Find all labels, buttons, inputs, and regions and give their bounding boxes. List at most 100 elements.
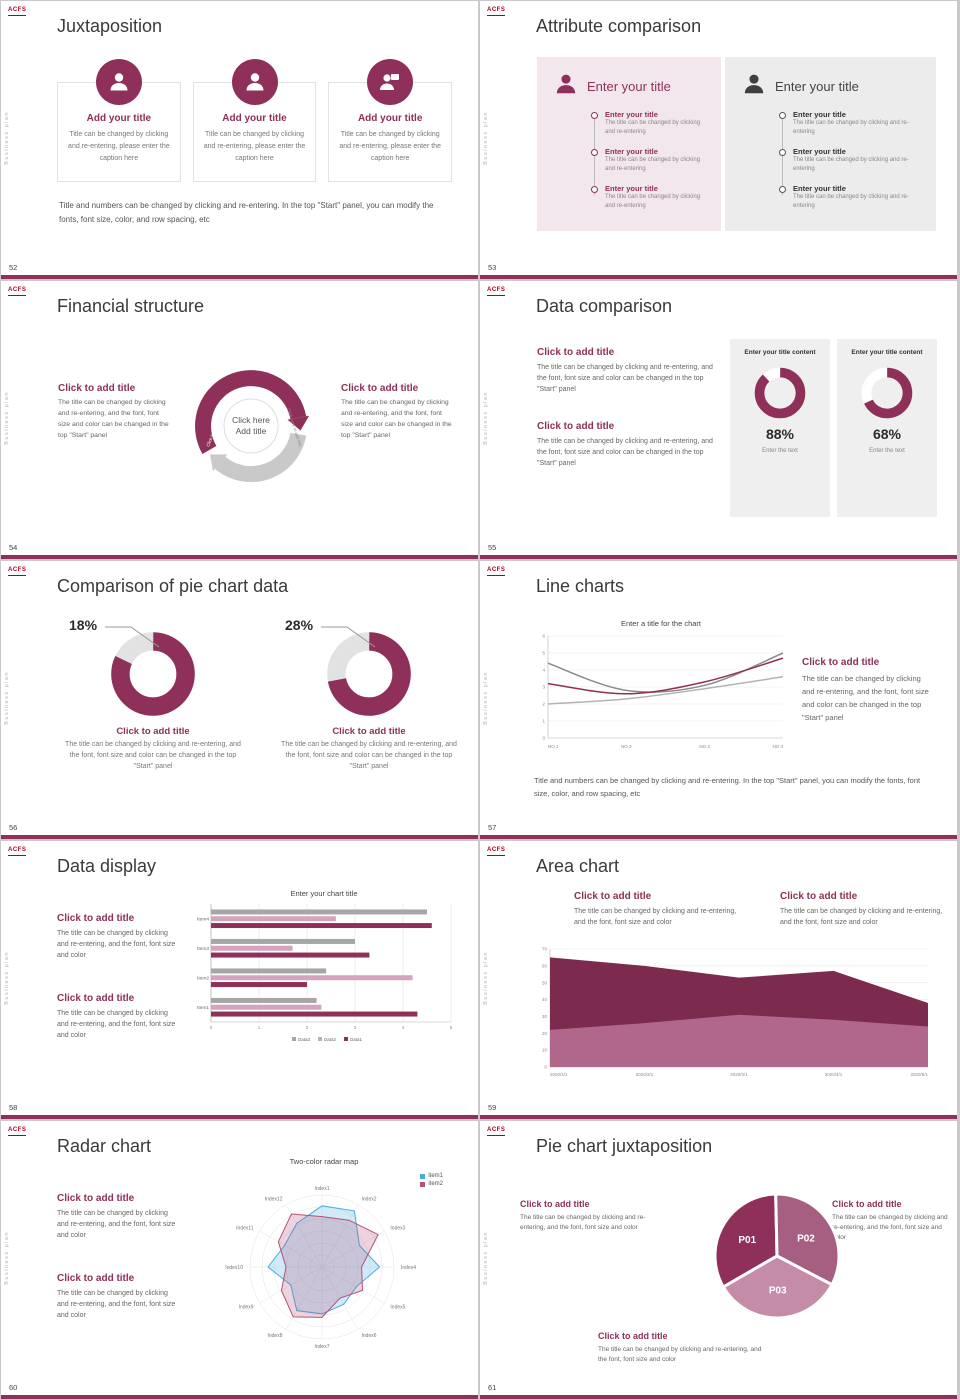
feature-card: Add your title Title can be changed by c… <box>57 59 181 182</box>
block-body: The title can be changed by clicking and… <box>57 1290 176 1320</box>
slide-60[interactable]: ACFS Business plan Radar chart Click to … <box>1 1121 478 1399</box>
radar-chart: Index1 Index2 Index3 Index4 Index5 Index6 Inde… <box>197 1168 451 1363</box>
svg-text:6: 6 <box>542 634 545 639</box>
svg-text:Index12: Index12 <box>265 1196 283 1202</box>
panel-title: Enter your title <box>775 79 859 94</box>
svg-text:P02: P02 <box>797 1234 815 1245</box>
text-block: Click to add title The title can be chan… <box>537 421 715 470</box>
footer-bar <box>480 1115 957 1119</box>
item-caption: The title can be changed by clicking and… <box>605 120 701 135</box>
text-block-left: Click to add title The title can be chan… <box>520 1199 652 1233</box>
svg-text:P03: P03 <box>769 1286 787 1297</box>
slide-58[interactable]: ACFS Business plan Data display Click to… <box>1 841 478 1119</box>
slide-52[interactable]: ACFS Business plan Juxtaposition Add you… <box>1 1 478 279</box>
svg-text:40: 40 <box>542 997 548 1002</box>
logo: ACFS <box>8 566 27 576</box>
timeline-list: Enter your title The title can be change… <box>779 110 926 211</box>
svg-text:2: 2 <box>542 702 545 707</box>
block-body: The title can be changed by clicking and… <box>574 908 737 927</box>
list-item: Enter your title The title can be change… <box>779 110 926 137</box>
block-body: The title can be changed by clicking and… <box>57 930 176 960</box>
block-body: The title can be changed by clicking and… <box>832 1214 948 1242</box>
block-title: Click to add title <box>57 1273 135 1284</box>
slide-59[interactable]: ACFS Business plan Area chart Click to a… <box>480 841 957 1119</box>
svg-text:Item2: Item2 <box>197 975 209 981</box>
footer-bar <box>480 835 957 839</box>
bar-chart-area: Enter your chart title 0 1 2 3 4 5 Item1 Item2 I… <box>187 889 461 1049</box>
item-title: Enter your title <box>793 110 846 119</box>
svg-text:5: 5 <box>542 651 545 656</box>
block-body: The title can be changed by clicking and… <box>537 364 713 394</box>
svg-text:2: 2 <box>306 1025 309 1030</box>
radar-chart-area: Two-color radar map item1 item2 Index1 In… <box>197 1157 451 1363</box>
svg-text:Item4: Item4 <box>197 916 209 922</box>
page-title: Juxtaposition <box>57 16 163 36</box>
feature-columns: Add your title Title can be changed by c… <box>57 59 453 182</box>
block-body: The title can be changed by clicking and… <box>57 1010 176 1040</box>
percent-value: 68% <box>872 426 902 442</box>
slide-54[interactable]: ACFS Business plan Financial structure C… <box>1 281 478 559</box>
slide-57[interactable]: ACFS Business plan Line charts Enter a t… <box>480 561 957 839</box>
block-body: The title can be changed by clicking and… <box>281 741 457 770</box>
legend-item: item2 <box>420 1181 443 1187</box>
line-chart-area: Enter a title for the chart 0 1 2 3 4 5 6 NO.1 N… <box>532 619 790 757</box>
item-title: Enter your title <box>605 184 658 193</box>
svg-text:10: 10 <box>542 1048 548 1053</box>
logo: ACFS <box>487 6 506 16</box>
page-title: Financial structure <box>57 296 205 316</box>
legend-swatch <box>420 1181 426 1187</box>
percent-value: 88% <box>765 426 795 442</box>
diagram-center-line1: Click here <box>232 415 270 425</box>
svg-text:5: 5 <box>450 1025 453 1030</box>
svg-text:Index10: Index10 <box>225 1265 243 1271</box>
block-body: The title can be changed by clicking and… <box>58 399 169 439</box>
logo: ACFS <box>8 6 27 16</box>
slide-55[interactable]: ACFS Business plan Data comparison Click… <box>480 281 957 559</box>
page-title: Line charts <box>536 576 625 596</box>
block-body: The title can be changed by clicking and… <box>520 1214 646 1232</box>
legend-label: item2 <box>428 1181 443 1187</box>
page-number: 54 <box>9 543 18 552</box>
card-title: Enter your title content <box>851 349 923 356</box>
block-body: The title can be changed by clicking and… <box>341 399 452 439</box>
logo: ACFS <box>487 846 506 856</box>
page-title: Attribute comparison <box>536 16 702 36</box>
page-title: Data comparison <box>536 296 673 316</box>
footer-bar <box>1 555 478 559</box>
item-caption: The title can be changed by clicking and… <box>793 120 909 135</box>
chart-title: Enter a title for the chart <box>620 619 702 628</box>
slide-56[interactable]: ACFS Business plan Comparison of pie cha… <box>1 561 478 839</box>
block-title: Click to add title <box>116 726 190 737</box>
svg-text:Index4: Index4 <box>401 1265 416 1271</box>
svg-text:Index8: Index8 <box>267 1333 282 1339</box>
item-caption: The title can be changed by clicking and… <box>793 194 909 209</box>
block-title: Click to add title <box>802 657 880 668</box>
page-title: Data display <box>57 856 157 876</box>
slide-61[interactable]: ACFS Business plan Pie chart juxtapositi… <box>480 1121 957 1399</box>
svg-text:50: 50 <box>542 980 548 985</box>
list-item: Enter your title The title can be change… <box>591 147 711 174</box>
side-caption: Business plan <box>4 1231 10 1285</box>
logo: ACFS <box>8 1126 27 1136</box>
callout-line <box>105 626 160 648</box>
page-number: 57 <box>488 823 497 832</box>
block-title: Click to add title <box>537 421 615 432</box>
svg-text:60: 60 <box>542 963 548 968</box>
timeline-list: Enter your title The title can be change… <box>591 110 711 211</box>
svg-text:Index3: Index3 <box>390 1225 405 1231</box>
svg-text:0: 0 <box>210 1025 213 1030</box>
slide-53[interactable]: ACFS Business plan Attribute comparison … <box>480 1 957 279</box>
footer-bar <box>1 835 478 839</box>
card-caption: Enter the text <box>869 448 905 454</box>
card-title: Add your title <box>86 113 152 124</box>
item-title: Enter your title <box>605 110 658 119</box>
svg-text:3: 3 <box>542 685 545 690</box>
chart-legend: item1 item2 <box>420 1173 443 1189</box>
donut-chart <box>110 631 196 717</box>
list-item: Enter your title The title can be change… <box>779 184 926 211</box>
block-title: Click to add title <box>574 891 652 902</box>
list-item: Enter your title The title can be change… <box>591 110 711 137</box>
svg-text:2020/5/1: 2020/5/1 <box>910 1072 928 1077</box>
text-block: Click to add title The title can be chan… <box>57 1193 181 1242</box>
